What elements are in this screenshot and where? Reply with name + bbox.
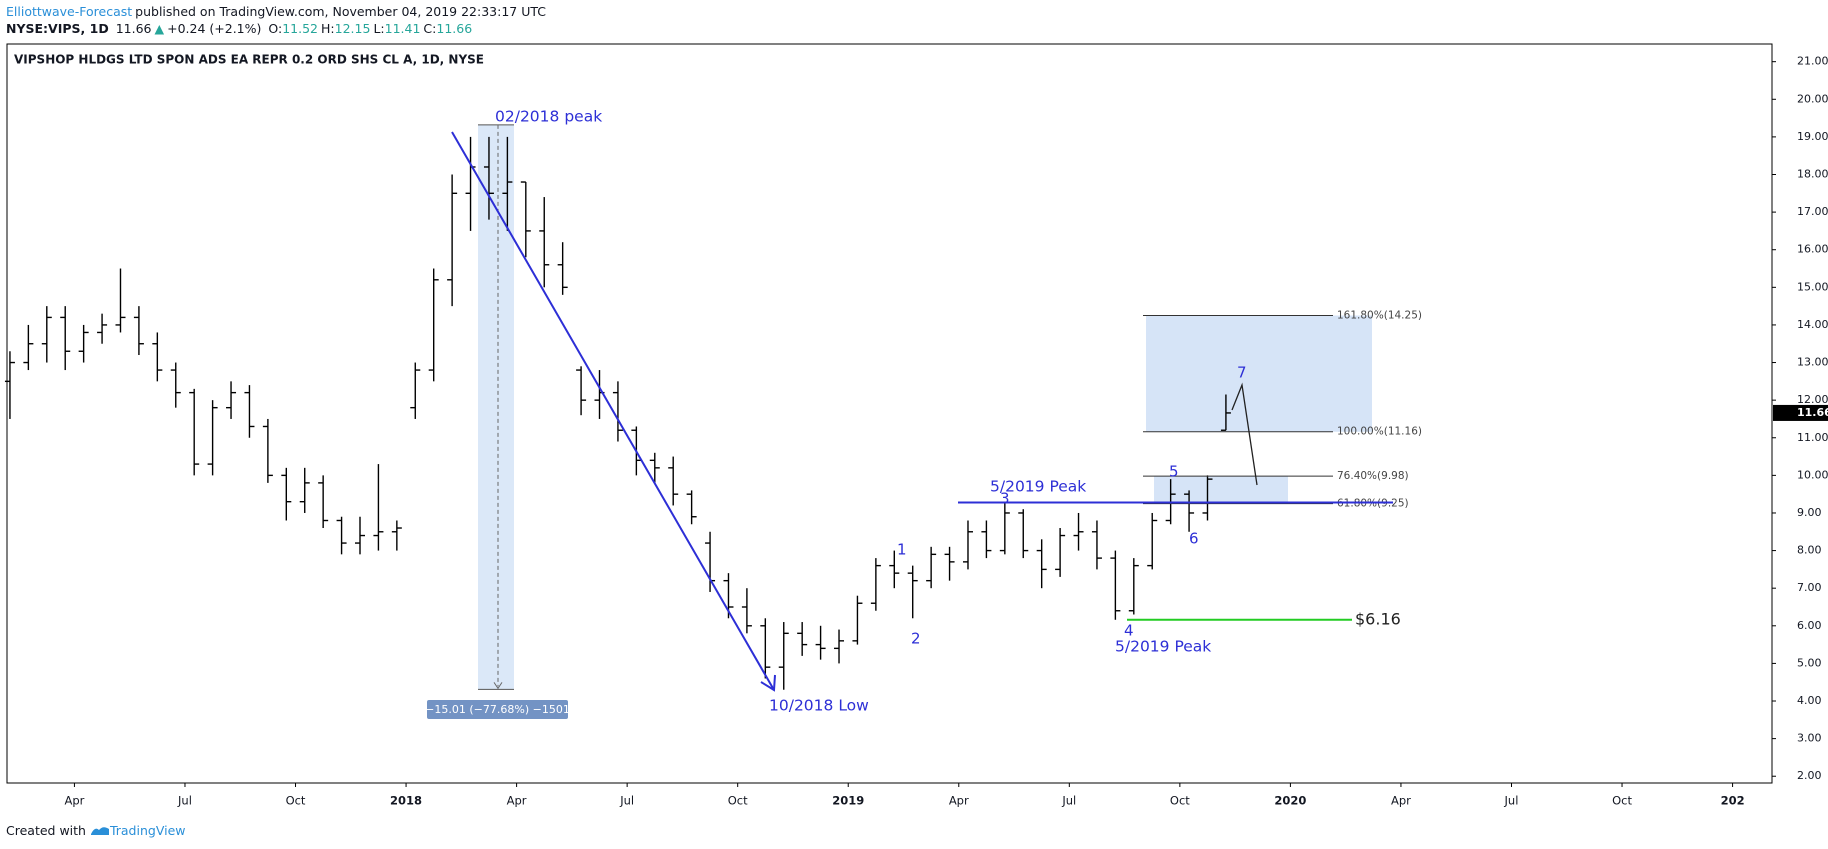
price: 11.66: [115, 21, 152, 36]
x-tick-label: 2020: [1274, 794, 1306, 808]
change: +0.24 (+2.1%): [167, 21, 262, 36]
y-tick-label: 18.00: [1797, 168, 1828, 181]
ohlc-value: 11.41: [384, 21, 421, 36]
footer: Created with TradingView: [6, 823, 185, 838]
y-tick-label: 4.00: [1797, 694, 1822, 707]
x-tick-label: 2019: [832, 794, 864, 808]
ohlc-label: H:: [321, 21, 335, 36]
brand[interactable]: TradingView: [109, 823, 186, 838]
publish-line: Elliottwave-Forecast published on Trading…: [6, 4, 549, 19]
measure-label: −15.01 (−77.68%) −1501: [425, 703, 570, 716]
x-tick-label: Jul: [619, 794, 634, 808]
fib-label: 161.80%(14.25): [1337, 310, 1422, 322]
fib-label: 100.00%(11.16): [1337, 426, 1422, 438]
chart-title: VIPSHOP HLDGS LTD SPON ADS EA REPR 0.2 O…: [14, 53, 484, 67]
x-tick-label: 2018: [390, 794, 422, 808]
arrow: ▲: [154, 21, 165, 36]
measure-label-box: [427, 700, 568, 719]
created-with: Created with: [6, 823, 86, 838]
y-tick-label: 3.00: [1797, 732, 1822, 745]
y-tick-label: 15.00: [1797, 280, 1828, 293]
fib-label: 61.80%(9.25): [1337, 498, 1409, 510]
fib-zone-upper: [1146, 315, 1372, 432]
x-tick-label: Oct: [286, 794, 306, 808]
annotation: 4: [1124, 622, 1134, 640]
x-tick-label: Apr: [507, 794, 527, 808]
annotation: 1: [897, 541, 907, 559]
y-tick-label: 6.00: [1797, 619, 1822, 632]
x-tick-label: Jul: [1504, 794, 1519, 808]
annotation: 6: [1189, 530, 1199, 548]
y-tick-label: 20.00: [1797, 92, 1828, 105]
annotation: 5/2019 Peak: [1115, 638, 1211, 656]
ohlc-label: L:: [373, 21, 385, 36]
author[interactable]: Elliottwave-Forecast: [6, 4, 133, 19]
y-tick-label: 5.00: [1797, 656, 1822, 669]
x-tick-label: Oct: [728, 794, 748, 808]
y-tick-label: 14.00: [1797, 318, 1828, 331]
y-tick-label: 13.00: [1797, 356, 1828, 369]
annotation: 3: [1000, 490, 1010, 508]
annotation: 5/2019 Peak: [990, 478, 1086, 496]
y-tick-label: 21.00: [1797, 55, 1828, 68]
projection: [1231, 382, 1258, 486]
y-tick-label: 17.00: [1797, 205, 1828, 218]
x-tick-label: Apr: [949, 794, 969, 808]
last-price-label: 11.66: [1797, 406, 1828, 419]
published: published on TradingView.com, November 0…: [135, 4, 546, 19]
ohlc-value: 11.66: [436, 21, 473, 36]
annotation: 02/2018 peak: [495, 108, 602, 126]
x-tick-label: Jul: [1061, 794, 1076, 808]
trend-line: [451, 131, 775, 691]
y-tick-label: 7.00: [1797, 581, 1822, 594]
support-label: $6.16: [1355, 609, 1401, 628]
x-tick-label: Oct: [1612, 794, 1632, 808]
y-tick-label: 12.00: [1797, 393, 1828, 406]
y-tick-label: 9.00: [1797, 506, 1822, 519]
x-tick-label: 202: [1721, 794, 1745, 808]
x-tick-label: Apr: [64, 794, 84, 808]
fib-zone-lower: [1154, 476, 1288, 504]
ohlc-label: C:: [423, 21, 437, 36]
y-tick-label: 8.00: [1797, 544, 1822, 557]
last-price-box: [1773, 404, 1828, 421]
y-tick-label: 10.00: [1797, 468, 1828, 481]
annotation: 10/2018 Low: [769, 697, 869, 715]
trend-arrow: [760, 674, 776, 692]
x-tick-label: Apr: [1391, 794, 1411, 808]
ohlc-label: O:: [268, 21, 283, 36]
symbol-line: NYSE:VIPS, 1D 11.66 ▲ +0.24 (+2.1%) O:11.5…: [6, 21, 478, 36]
ohlc-value: 12.15: [334, 21, 371, 36]
annotation: 7: [1237, 364, 1247, 382]
annotation: 5: [1169, 463, 1179, 481]
ohlc-value: 11.52: [282, 21, 319, 36]
y-tick-label: 16.00: [1797, 243, 1828, 256]
ohlc: O:11.52 H:12.15 L:11.41 C:11.66: [268, 21, 475, 36]
y-tick-label: 19.00: [1797, 130, 1828, 143]
annotation: 2: [911, 630, 921, 648]
price-bars: [4, 136, 1231, 690]
fib-label: 76.40%(9.98): [1337, 470, 1409, 482]
brand-logo: [90, 827, 109, 835]
symbol: NYSE:VIPS, 1D: [6, 21, 109, 36]
y-tick-label: 2.00: [1797, 769, 1822, 782]
y-tick-label: 11.00: [1797, 431, 1828, 444]
plot-frame: [6, 43, 1773, 784]
x-tick-label: Jul: [177, 794, 192, 808]
measure-arrow: [493, 682, 503, 690]
x-tick-label: Oct: [1170, 794, 1190, 808]
